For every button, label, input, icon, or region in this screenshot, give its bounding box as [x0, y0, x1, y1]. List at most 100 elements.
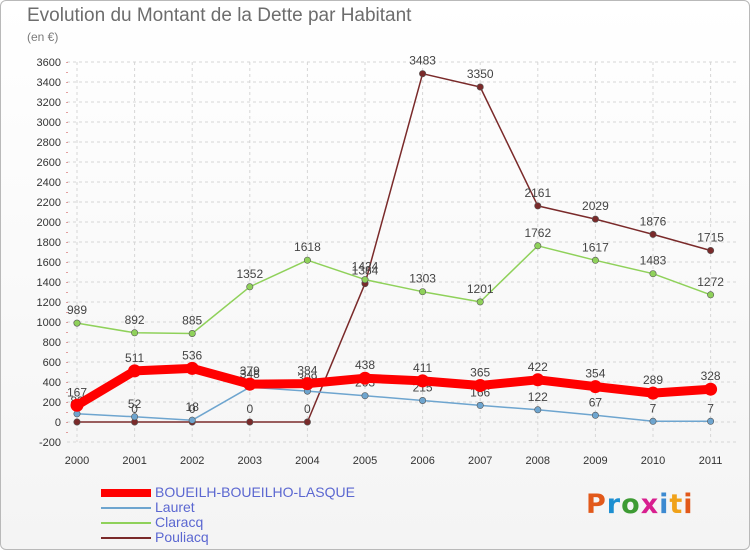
data-point	[300, 377, 314, 391]
data-point	[73, 418, 81, 426]
data-label: 379	[240, 364, 260, 378]
y-tick-label: 0	[55, 417, 61, 429]
logo-letter: o	[621, 489, 641, 520]
data-label: 167	[67, 385, 87, 399]
data-point	[243, 377, 257, 391]
y-tick-label: 3200	[37, 97, 61, 109]
data-label: 354	[585, 367, 605, 381]
x-tick-label: 2009	[583, 455, 607, 467]
legend-swatch-lauret	[101, 506, 151, 509]
y-tick-label: 1600	[37, 257, 61, 269]
data-label: 1384	[352, 264, 379, 278]
x-tick-label: 2011	[699, 455, 723, 467]
data-point	[246, 283, 254, 291]
data-label: 3483	[409, 54, 436, 68]
y-tick-label: 1400	[37, 277, 61, 289]
data-point	[303, 418, 311, 426]
data-label: 18	[186, 400, 200, 414]
legend-item-claracq: Claracq	[101, 515, 355, 530]
y-tick-label: 2200	[37, 197, 61, 209]
legend-swatch-claracq	[101, 521, 151, 524]
data-point	[588, 380, 602, 394]
data-point	[473, 379, 487, 392]
data-label: 67	[589, 395, 603, 409]
legend-item-pouliacq: Pouliacq	[101, 530, 355, 545]
x-tick-label: 2002	[180, 455, 204, 467]
data-point	[704, 382, 718, 396]
legend-label-claracq: Claracq	[155, 514, 204, 530]
data-point	[476, 83, 484, 91]
data-point	[649, 230, 657, 238]
data-label: 1303	[409, 272, 436, 286]
data-label: 1352	[236, 267, 263, 281]
x-tick-label: 2007	[468, 455, 492, 467]
x-tick-label: 2001	[122, 455, 146, 467]
data-point	[131, 329, 139, 337]
data-point	[534, 202, 542, 210]
data-label: 122	[528, 390, 548, 404]
data-point	[419, 396, 427, 404]
y-tick-label: 3000	[37, 117, 61, 129]
legend-label-boueilh: BOUEILH-BOUEILHO-LASQUE	[155, 484, 355, 500]
data-point	[419, 288, 427, 296]
data-point	[649, 417, 657, 425]
data-label: 411	[413, 361, 432, 375]
data-point	[649, 270, 657, 278]
data-point	[534, 406, 542, 414]
data-point	[416, 374, 430, 388]
y-tick-label: 2400	[37, 177, 61, 189]
data-point	[131, 413, 139, 421]
data-label: 1617	[582, 240, 609, 254]
y-tick-label: 800	[43, 337, 61, 349]
y-tick-label: 2600	[37, 157, 61, 169]
data-point	[188, 329, 196, 337]
chart-subtitle: (en €)	[27, 30, 59, 44]
y-tick-label: 3600	[37, 57, 61, 69]
data-label: 52	[128, 397, 142, 411]
logo-letter: r	[606, 489, 622, 520]
x-tick-label: 2006	[410, 455, 434, 467]
data-label: 422	[528, 360, 548, 374]
y-tick-label: -200	[39, 437, 61, 449]
data-label: 892	[125, 313, 145, 327]
series-line	[76, 245, 712, 335]
data-point	[358, 371, 372, 385]
data-label: 0	[131, 402, 138, 416]
data-label: 536	[182, 348, 202, 362]
data-point	[419, 70, 427, 78]
data-point	[185, 361, 199, 375]
data-point	[73, 319, 81, 327]
data-point	[646, 386, 660, 400]
data-label: 885	[182, 314, 202, 328]
data-label: 2161	[524, 186, 551, 200]
legend-swatch-pouliacq	[101, 536, 151, 539]
data-label: 0	[246, 402, 253, 416]
data-point	[476, 401, 484, 409]
y-tick-label: 1800	[37, 237, 61, 249]
x-tick-label: 2005	[353, 455, 377, 467]
data-label: 2029	[582, 199, 609, 213]
data-label: 0	[304, 402, 311, 416]
logo-letter: t	[669, 489, 684, 520]
data-point	[128, 364, 142, 378]
data-label: 348	[240, 367, 260, 381]
x-tick-label: 2003	[238, 455, 262, 467]
data-point	[361, 392, 369, 400]
legend-swatch-boueilh	[101, 488, 151, 497]
x-tick-label: 2000	[65, 455, 89, 467]
data-label: 7	[707, 401, 714, 415]
data-point	[246, 418, 254, 426]
y-tick-label: 3400	[37, 77, 61, 89]
data-point	[534, 242, 542, 250]
data-label: 511	[125, 351, 144, 365]
y-tick-label: 2800	[37, 137, 61, 149]
legend-label-pouliacq: Pouliacq	[155, 529, 209, 545]
series-line	[76, 386, 712, 423]
legend-item-lauret: Lauret	[101, 500, 355, 515]
data-label: 1272	[697, 275, 724, 289]
data-label: 3350	[467, 67, 494, 81]
y-tick-label: 200	[43, 397, 61, 409]
data-label: 1483	[640, 254, 667, 268]
